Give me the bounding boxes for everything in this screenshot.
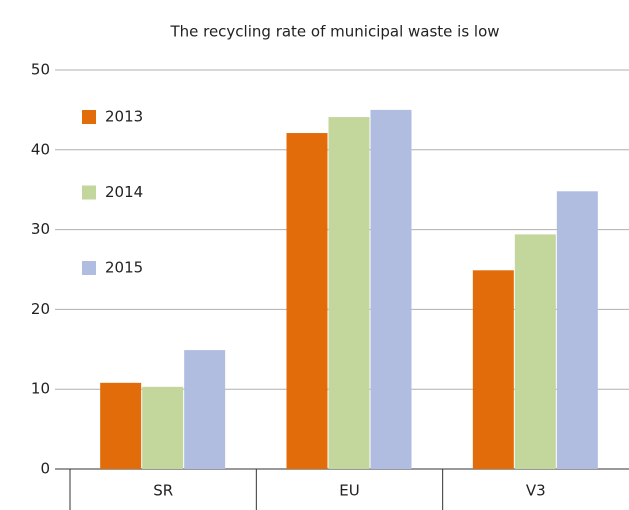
bar (370, 109, 412, 470)
y-tick-label: 50 (31, 61, 50, 79)
y-tick-label: 20 (31, 300, 50, 318)
bar (286, 133, 328, 470)
chart-title: The recycling rate of municipal waste is… (169, 23, 499, 41)
legend-label: 2013 (105, 108, 143, 126)
legend-label: 2014 (105, 183, 143, 201)
x-tick-label: V3 (526, 482, 546, 500)
x-tick-label: SR (153, 482, 173, 500)
bar (472, 270, 514, 469)
legend-swatch (82, 261, 96, 275)
bar (328, 117, 370, 469)
x-tick-label: EU (339, 482, 359, 500)
y-tick-label: 0 (40, 460, 50, 478)
bar (556, 191, 598, 469)
y-tick-label: 30 (31, 220, 50, 238)
legend-swatch (82, 110, 96, 124)
y-tick-label: 40 (31, 140, 50, 158)
bar (514, 234, 556, 469)
legend-swatch (82, 185, 96, 200)
bar (184, 350, 226, 469)
legend-label: 2015 (105, 259, 143, 277)
y-tick-label: 10 (31, 380, 50, 398)
bar (142, 386, 184, 469)
bar (100, 382, 142, 469)
